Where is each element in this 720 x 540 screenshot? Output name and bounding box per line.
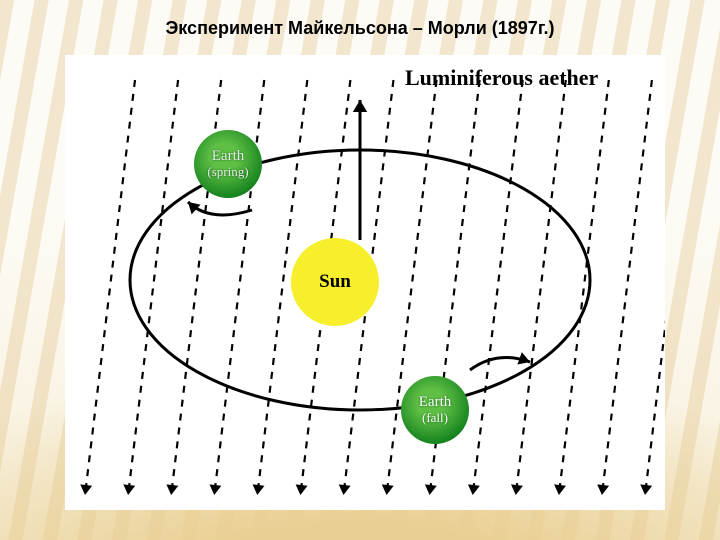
earth-fall-season: (fall)	[422, 411, 448, 425]
sun-label: Sun	[319, 271, 351, 293]
earth-spring-season: (spring)	[207, 165, 248, 179]
earth-spring-label: Earth	[212, 149, 244, 165]
aether-label: Luminiferous aether	[405, 65, 598, 91]
page-title: Эксперимент Майкельсона – Морли (1897г.)	[0, 18, 720, 39]
earth-spring-icon: Earth (spring)	[194, 130, 262, 198]
earth-fall-label: Earth	[419, 395, 451, 411]
sun-icon: Sun	[291, 238, 379, 326]
earth-fall-icon: Earth (fall)	[401, 376, 469, 444]
